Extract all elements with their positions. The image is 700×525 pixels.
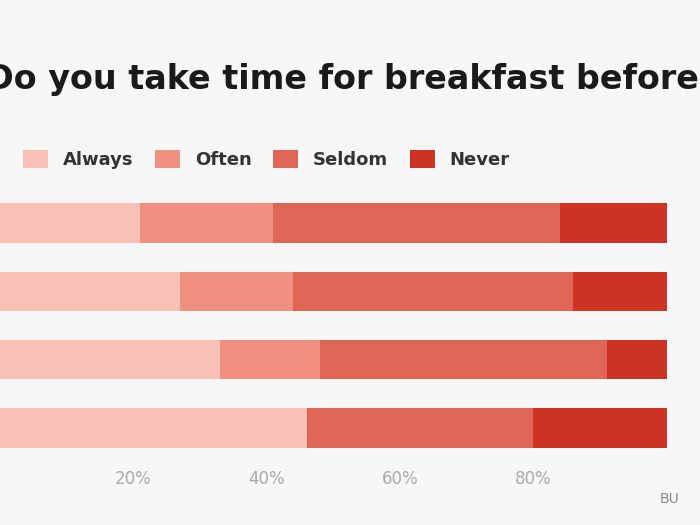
Bar <box>180 271 293 311</box>
Bar <box>220 340 320 380</box>
Bar <box>573 271 666 311</box>
Bar <box>293 271 573 311</box>
Text: BU: BU <box>659 492 679 506</box>
Bar <box>533 408 666 448</box>
Bar <box>140 203 273 243</box>
Bar <box>607 340 666 380</box>
Bar <box>560 203 666 243</box>
Bar <box>0 271 180 311</box>
Bar <box>0 408 307 448</box>
Bar <box>0 340 220 380</box>
Text: Do you take time for breakfast before work?: Do you take time for breakfast before wo… <box>0 63 700 96</box>
Bar <box>273 203 560 243</box>
Bar <box>307 408 533 448</box>
Bar <box>0 203 140 243</box>
Bar <box>320 340 607 380</box>
Legend: Always, Often, Seldom, Never: Always, Often, Seldom, Never <box>23 150 510 169</box>
